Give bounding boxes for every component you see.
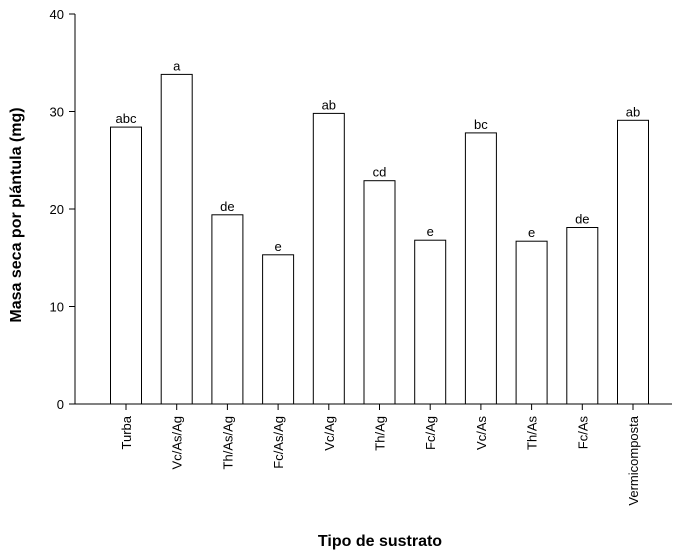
x-tick-label: Vermicomposta bbox=[626, 415, 641, 505]
y-tick-label: 30 bbox=[50, 105, 64, 120]
y-tick-label: 40 bbox=[50, 7, 64, 22]
x-tick-label: Vc/As/Ag bbox=[170, 416, 185, 469]
bar bbox=[160, 73, 193, 405]
x-tick-label: Vc/As bbox=[474, 416, 489, 450]
bar bbox=[211, 214, 244, 405]
x-tick-label: Fc/As bbox=[575, 416, 590, 450]
bar-data-label: e bbox=[274, 239, 281, 254]
x-tick-label: Fc/Ag bbox=[423, 416, 438, 450]
x-axis-title: Tipo de sustrato bbox=[318, 533, 442, 550]
x-tick-label: Vc/Ag bbox=[322, 416, 337, 451]
bar bbox=[312, 112, 345, 405]
x-tick-label: Th/As bbox=[525, 416, 540, 450]
bar bbox=[617, 119, 649, 405]
bar-labels-group: abc a de e ab cd e bc e de ab bbox=[116, 58, 641, 253]
bar bbox=[110, 126, 142, 405]
bar-data-label: de bbox=[220, 199, 234, 214]
bar-data-label: ab bbox=[322, 97, 336, 112]
y-tick-label: 0 bbox=[57, 397, 64, 412]
bar-data-label: a bbox=[173, 58, 181, 73]
bar-data-label: de bbox=[575, 212, 589, 227]
bar-data-label: e bbox=[528, 225, 535, 240]
bar-data-label: bc bbox=[474, 117, 488, 132]
bar-data-label: cd bbox=[373, 165, 387, 180]
bar bbox=[515, 240, 548, 405]
x-tick-label: Th/Ag bbox=[373, 416, 388, 451]
bar bbox=[464, 132, 497, 405]
x-labels-group: Turba Vc/As/Ag Th/As/Ag Fc/As/Ag Vc/Ag Th/Ag F… bbox=[119, 404, 641, 506]
x-tick-label: Turba bbox=[119, 415, 134, 449]
bars-group bbox=[110, 73, 649, 405]
y-tick-label: 10 bbox=[50, 300, 64, 315]
bar-data-label: e bbox=[427, 224, 434, 239]
y-ticks-group: 0 10 20 30 40 bbox=[50, 7, 75, 412]
bar bbox=[566, 227, 599, 405]
y-tick-label: 20 bbox=[50, 202, 64, 217]
bar-data-label: ab bbox=[626, 104, 640, 119]
x-tick-label: Fc/As/Ag bbox=[271, 416, 286, 469]
y-axis-title: Masa seca por plántula (mg) bbox=[8, 107, 25, 322]
x-tick-label: Th/As/Ag bbox=[220, 416, 235, 469]
bar bbox=[262, 254, 295, 405]
bar-data-label: abc bbox=[116, 111, 137, 126]
bar bbox=[363, 180, 396, 405]
bar bbox=[414, 239, 447, 405]
